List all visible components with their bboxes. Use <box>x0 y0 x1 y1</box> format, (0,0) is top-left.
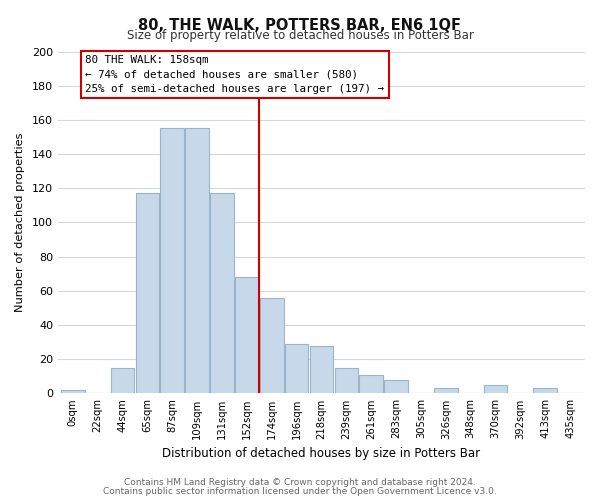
Bar <box>484 385 508 394</box>
Bar <box>185 128 209 394</box>
Bar <box>136 194 159 394</box>
Bar <box>533 388 557 394</box>
Bar <box>210 194 234 394</box>
Bar <box>260 298 284 394</box>
Bar <box>335 368 358 394</box>
Bar <box>61 390 85 394</box>
Bar <box>235 277 259 394</box>
Bar <box>310 346 333 394</box>
Text: 80 THE WALK: 158sqm
← 74% of detached houses are smaller (580)
25% of semi-detac: 80 THE WALK: 158sqm ← 74% of detached ho… <box>85 55 384 94</box>
Bar <box>434 388 458 394</box>
Text: Contains public sector information licensed under the Open Government Licence v3: Contains public sector information licen… <box>103 486 497 496</box>
Bar <box>111 368 134 394</box>
Bar <box>160 128 184 394</box>
Bar <box>285 344 308 394</box>
Text: 80, THE WALK, POTTERS BAR, EN6 1QF: 80, THE WALK, POTTERS BAR, EN6 1QF <box>139 18 461 32</box>
Bar <box>384 380 408 394</box>
Text: Contains HM Land Registry data © Crown copyright and database right 2024.: Contains HM Land Registry data © Crown c… <box>124 478 476 487</box>
X-axis label: Distribution of detached houses by size in Potters Bar: Distribution of detached houses by size … <box>163 447 481 460</box>
Y-axis label: Number of detached properties: Number of detached properties <box>15 132 25 312</box>
Bar <box>359 374 383 394</box>
Text: Size of property relative to detached houses in Potters Bar: Size of property relative to detached ho… <box>127 29 473 42</box>
